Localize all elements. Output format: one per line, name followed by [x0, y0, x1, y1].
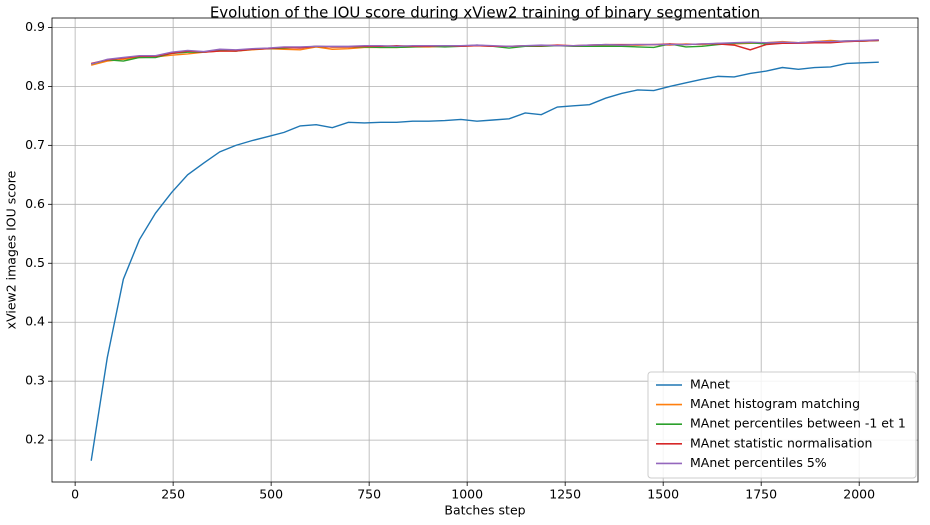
legend-label: MAnet: [690, 377, 730, 392]
series-line: [91, 39, 879, 65]
legend-label: MAnet percentiles 5%: [690, 455, 827, 470]
y-tick-label: 0.5: [25, 255, 45, 270]
legend-label: MAnet histogram matching: [690, 396, 860, 411]
y-tick-label: 0.3: [25, 373, 45, 388]
x-tick-label: 1500: [647, 487, 679, 502]
x-axis-label: Batches step: [444, 503, 525, 518]
legend-label: MAnet percentiles between -1 et 1: [690, 416, 906, 431]
y-tick-label: 0.8: [25, 78, 45, 93]
x-tick-label: 0: [71, 487, 79, 502]
legend-box: [647, 371, 917, 479]
x-tick-label: 2000: [843, 487, 875, 502]
y-tick-label: 0.4: [25, 314, 45, 329]
legend-label: MAnet statistic normalisation: [690, 435, 872, 450]
x-tick-label: 1250: [549, 487, 581, 502]
y-tick-label: 0.7: [25, 137, 45, 152]
x-tick-label: 250: [161, 487, 185, 502]
y-tick-label: 0.6: [25, 196, 45, 211]
chart-title: Evolution of the IOU score during xView2…: [210, 4, 760, 22]
x-tick-label: 1000: [451, 487, 483, 502]
y-tick-label: 0.9: [25, 19, 45, 34]
x-tick-label: 750: [357, 487, 381, 502]
plot-frame: [51, 17, 919, 483]
x-tick-label: 1750: [745, 487, 777, 502]
y-tick-label: 0.2: [25, 432, 45, 447]
y-axis-label: xView2 images IOU score: [4, 170, 19, 329]
x-tick-label: 500: [259, 487, 283, 502]
series-line: [90, 61, 879, 461]
